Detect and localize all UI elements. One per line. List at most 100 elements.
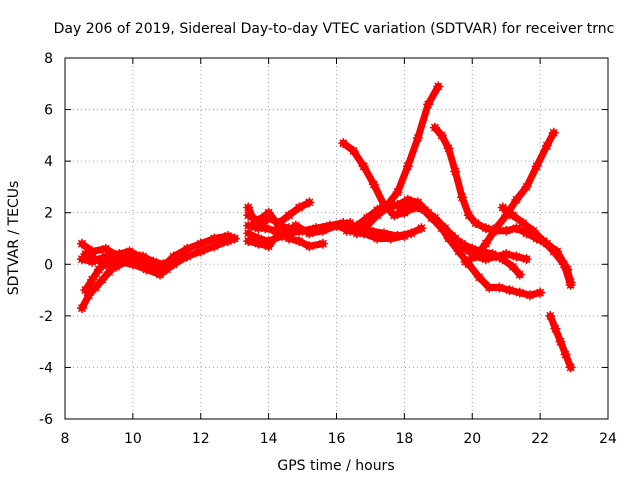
data-point	[304, 225, 315, 236]
data-point	[283, 233, 294, 244]
chart-title: Day 206 of 2019, Sidereal Day-to-day VTE…	[54, 21, 615, 37]
data-point	[338, 138, 349, 149]
data-point	[97, 274, 108, 285]
data-point	[372, 210, 383, 221]
data-point	[253, 215, 264, 226]
data-point	[76, 238, 87, 249]
data-point	[453, 246, 464, 257]
data-point	[550, 323, 561, 334]
data-point	[402, 161, 413, 172]
data-point	[372, 205, 383, 216]
data-point	[283, 210, 294, 221]
data-point	[521, 228, 532, 239]
data-point	[511, 251, 522, 262]
data-point	[294, 236, 305, 247]
data-point	[195, 238, 206, 249]
data-point	[304, 197, 315, 208]
series-line	[244, 209, 354, 235]
data-point	[253, 238, 264, 249]
data-point	[168, 254, 179, 265]
data-point	[511, 194, 522, 205]
data-point	[243, 236, 254, 247]
data-point	[93, 264, 104, 275]
data-point	[514, 269, 525, 280]
data-point	[114, 248, 125, 259]
data-point	[104, 254, 115, 265]
y-tick-label: -4	[39, 360, 53, 376]
series-arc-10	[243, 207, 356, 236]
data-point	[392, 187, 403, 198]
data-point	[161, 264, 172, 275]
data-point	[487, 248, 498, 259]
data-point	[351, 228, 362, 239]
data-point	[141, 256, 152, 267]
data-point	[480, 223, 491, 234]
data-point	[531, 161, 542, 172]
data-point	[416, 202, 427, 213]
data-point	[429, 122, 440, 133]
data-point	[385, 233, 396, 244]
data-point	[290, 220, 301, 231]
series-arc-17	[497, 202, 576, 290]
x-tick-label: 12	[192, 431, 210, 447]
data-point	[538, 236, 549, 247]
data-point	[131, 254, 142, 265]
data-point	[507, 210, 518, 221]
data-point	[273, 220, 284, 231]
data-point	[294, 225, 305, 236]
data-point	[80, 285, 91, 296]
data-point	[317, 223, 328, 234]
series-arc-18	[545, 310, 576, 373]
data-point	[392, 199, 403, 210]
x-tick-label: 8	[61, 431, 70, 447]
y-tick-label: -2	[39, 309, 53, 325]
data-point	[446, 230, 457, 241]
data-point	[368, 179, 379, 190]
data-point	[548, 127, 559, 138]
y-tick-label: 2	[44, 206, 53, 222]
data-point	[501, 248, 512, 259]
data-point	[263, 207, 274, 218]
data-point	[243, 220, 254, 231]
data-point	[480, 238, 491, 249]
data-point	[222, 236, 233, 247]
data-point	[484, 282, 495, 293]
data-point	[565, 279, 576, 290]
data-point	[501, 210, 512, 221]
data-point	[507, 261, 518, 272]
data-point	[182, 243, 193, 254]
data-point	[528, 225, 539, 236]
data-point	[443, 143, 454, 154]
data-point	[253, 233, 264, 244]
data-point	[426, 212, 437, 223]
series-line	[343, 82, 442, 235]
data-point	[229, 233, 240, 244]
data-point	[470, 251, 481, 262]
data-point	[80, 248, 91, 259]
data-point	[168, 259, 179, 270]
data-point	[317, 238, 328, 249]
data-point	[501, 225, 512, 236]
data-point	[412, 132, 423, 143]
data-point	[141, 264, 152, 275]
y-tick-label: 0	[44, 257, 53, 273]
data-point	[243, 210, 254, 221]
data-point	[182, 251, 193, 262]
x-tick-label: 22	[531, 431, 549, 447]
data-point	[470, 218, 481, 229]
y-tick-label: 4	[44, 154, 53, 170]
data-point	[457, 238, 468, 249]
data-point	[480, 254, 491, 265]
data-point	[494, 282, 505, 293]
data-point	[263, 241, 274, 252]
data-point	[511, 223, 522, 234]
data-point	[460, 256, 471, 267]
data-point	[304, 241, 315, 252]
data-point	[521, 254, 532, 265]
x-tick-label: 16	[328, 431, 346, 447]
series-arc-16	[460, 127, 559, 267]
data-point	[100, 259, 111, 270]
data-point	[497, 202, 508, 213]
data-point	[87, 246, 98, 257]
